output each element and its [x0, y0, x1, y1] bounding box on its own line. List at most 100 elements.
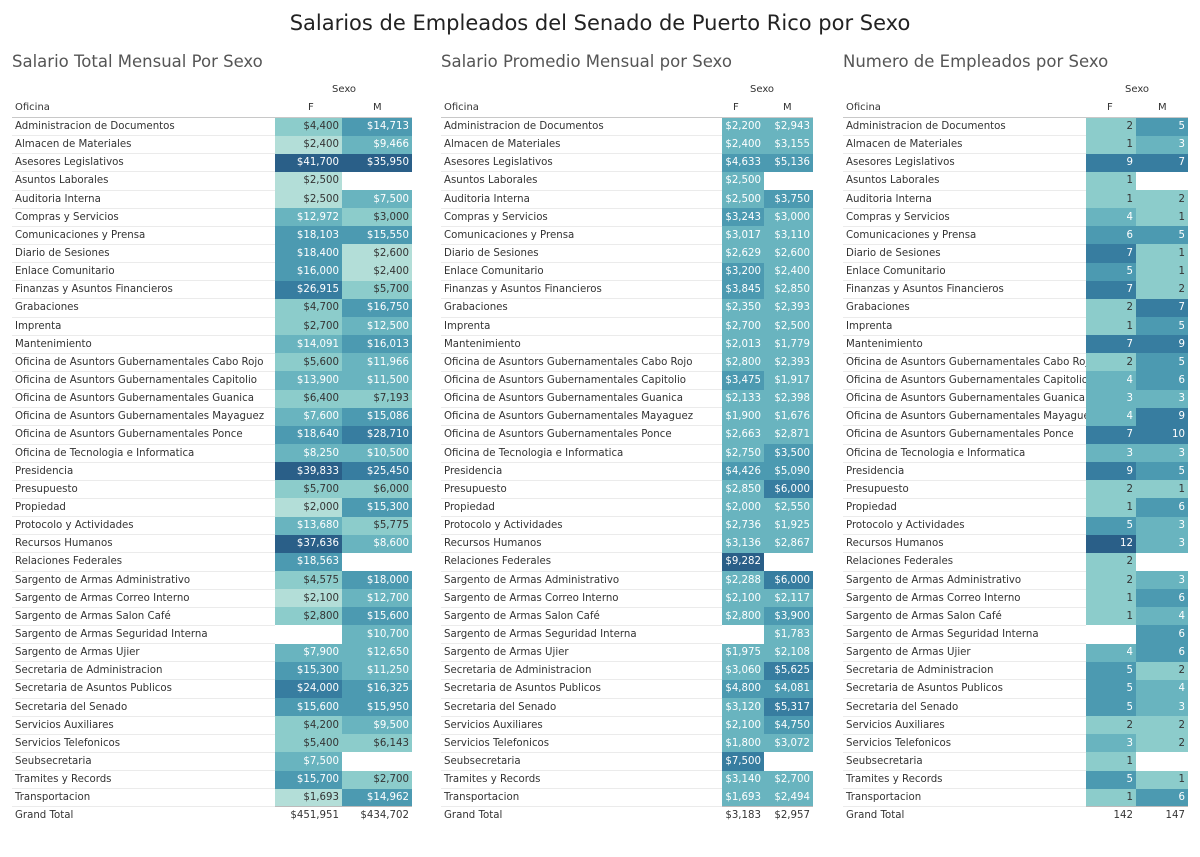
oficina-cell: Mantenimiento — [12, 335, 275, 354]
m-value-cell: $2,550 — [764, 498, 813, 517]
m-value-cell: $3,750 — [764, 190, 813, 209]
table-row: Compras y Servicios 4 1 — [843, 208, 1188, 227]
oficina-cell: Almacen de Materiales — [441, 135, 722, 155]
oficina-cell: Imprenta — [441, 317, 722, 336]
f-value-cell: 3 — [1086, 389, 1136, 408]
table-row: Recursos Humanos 12 3 — [843, 534, 1188, 554]
f-column-header: F — [1107, 102, 1113, 113]
f-value-cell: $13,680 — [275, 516, 342, 535]
m-value-cell: 7 — [1136, 298, 1188, 318]
oficina-cell: Asuntos Laborales — [843, 171, 1086, 191]
m-value-cell: 3 — [1136, 389, 1188, 408]
oficina-cell: Comunicaciones y Prensa — [843, 226, 1086, 245]
m-value-cell: $11,250 — [342, 661, 412, 680]
m-value-cell: $3,072 — [764, 734, 813, 753]
m-value-cell: $18,000 — [342, 571, 412, 590]
m-value-cell: 3 — [1136, 534, 1188, 553]
oficina-cell: Servicios Auxiliares — [12, 716, 275, 735]
oficina-cell: Recursos Humanos — [441, 534, 722, 554]
f-value-cell — [722, 625, 764, 644]
f-value-cell: $2,500 — [722, 171, 764, 191]
oficina-cell: Oficina de Tecnologia e Informatica — [843, 444, 1086, 463]
table-row: Oficina de Asuntors Gubernamentales Ponc… — [12, 425, 412, 445]
oficina-cell: Asesores Legislativos — [843, 153, 1086, 173]
oficina-cell: Oficina de Asuntors Gubernamentales Maya… — [843, 407, 1086, 427]
oficina-cell: Almacen de Materiales — [843, 135, 1086, 155]
oficina-cell: Presidencia — [12, 462, 275, 481]
f-value-cell: $2,800 — [722, 353, 764, 372]
m-value-cell: $3,000 — [342, 208, 412, 227]
oficina-cell: Sargento de Armas Correo Interno — [12, 589, 275, 608]
oficina-cell: Auditoria Interna — [12, 190, 275, 209]
m-value-cell: 3 — [1136, 571, 1188, 590]
oficina-cell: Grabaciones — [12, 298, 275, 318]
m-value-cell — [1136, 552, 1188, 572]
m-total-cell: 147 — [1136, 806, 1188, 825]
m-value-cell: $11,966 — [342, 353, 412, 372]
f-value-cell: $14,091 — [275, 335, 342, 354]
f-value-cell: $4,700 — [275, 298, 342, 318]
m-value-cell: $3,900 — [764, 607, 813, 626]
table-row: Imprenta $2,700 $2,500 — [441, 317, 813, 336]
table-row: Protocolo y Actividades 5 3 — [843, 516, 1188, 536]
f-value-cell: 7 — [1086, 244, 1136, 263]
f-total-cell: $451,951 — [275, 806, 342, 825]
f-value-cell: $5,400 — [275, 734, 342, 753]
m-value-cell: $3,155 — [764, 135, 813, 154]
f-value-cell: $3,136 — [722, 534, 764, 553]
f-value-cell: $15,700 — [275, 770, 342, 789]
f-value-cell: $24,000 — [275, 679, 342, 698]
m-value-cell: $6,000 — [764, 480, 813, 499]
oficina-cell: Enlace Comunitario — [843, 262, 1086, 282]
m-value-cell: $3,110 — [764, 226, 813, 245]
table-row: Mantenimiento $2,013 $1,779 — [441, 335, 813, 354]
oficina-cell: Protocolo y Actividades — [12, 516, 275, 536]
grand-total-row: Grand Total 142 147 — [843, 806, 1188, 825]
oficina-cell: Seubsecretaria — [441, 752, 722, 772]
m-value-cell: 1 — [1136, 262, 1188, 281]
oficina-cell: Diario de Sesiones — [12, 244, 275, 264]
f-value-cell: $12,972 — [275, 208, 342, 227]
f-total-cell: 142 — [1086, 806, 1136, 825]
oficina-cell: Presidencia — [441, 462, 722, 481]
m-value-cell: $2,600 — [764, 244, 813, 263]
f-value-cell: $1,693 — [275, 788, 342, 807]
table-row: Imprenta $2,700 $12,500 — [12, 317, 412, 336]
grand-total-label: Grand Total — [441, 806, 722, 825]
oficina-cell: Protocolo y Actividades — [441, 516, 722, 536]
f-value-cell: $4,633 — [722, 153, 764, 172]
m-column-header: M — [783, 102, 792, 113]
oficina-cell: Oficina de Asuntors Gubernamentales Ponc… — [441, 425, 722, 445]
oficina-cell: Sargento de Armas Ujier — [843, 643, 1086, 663]
oficina-cell: Oficina de Asuntors Gubernamentales Guan… — [441, 389, 722, 409]
m-value-cell: $2,117 — [764, 589, 813, 608]
oficina-cell: Mantenimiento — [441, 335, 722, 354]
f-value-cell — [1086, 625, 1136, 644]
f-value-cell: 5 — [1086, 698, 1136, 717]
table-row: Secretaria de Administracion $15,300 $11,2… — [12, 661, 412, 681]
f-value-cell: 1 — [1086, 317, 1136, 336]
sexo-header: Sexo — [1125, 84, 1150, 95]
m-value-cell: 5 — [1136, 353, 1188, 372]
oficina-cell: Asesores Legislativos — [12, 153, 275, 173]
f-value-cell: 4 — [1086, 643, 1136, 662]
m-value-cell: 1 — [1136, 480, 1188, 499]
f-value-cell: $9,282 — [722, 552, 764, 572]
oficina-cell: Presupuesto — [843, 480, 1086, 499]
m-value-cell: $2,943 — [764, 118, 813, 136]
oficina-cell: Asuntos Laborales — [441, 171, 722, 191]
table-row: Tramites y Records $3,140 $2,700 — [441, 770, 813, 790]
table-row: Asesores Legislativos $41,700 $35,950 — [12, 153, 412, 173]
table-row: Oficina de Asuntors Gubernamentales Maya… — [843, 407, 1188, 427]
table-row: Sargento de Armas Salon Café 1 4 — [843, 607, 1188, 626]
oficina-cell: Oficina de Asuntors Gubernamentales Guan… — [12, 389, 275, 409]
oficina-cell: Secretaria de Asuntos Publicos — [843, 679, 1086, 699]
oficina-cell: Oficina de Asuntors Gubernamentales Capi… — [843, 371, 1086, 391]
table-row: Sargento de Armas Correo Interno $2,100 $1… — [12, 589, 412, 608]
f-value-cell: 5 — [1086, 679, 1136, 698]
m-value-cell: $15,550 — [342, 226, 412, 245]
m-value-cell: 6 — [1136, 625, 1188, 644]
m-value-cell: $5,625 — [764, 661, 813, 680]
f-value-cell: $2,700 — [722, 317, 764, 336]
m-total-cell: $434,702 — [342, 806, 412, 825]
